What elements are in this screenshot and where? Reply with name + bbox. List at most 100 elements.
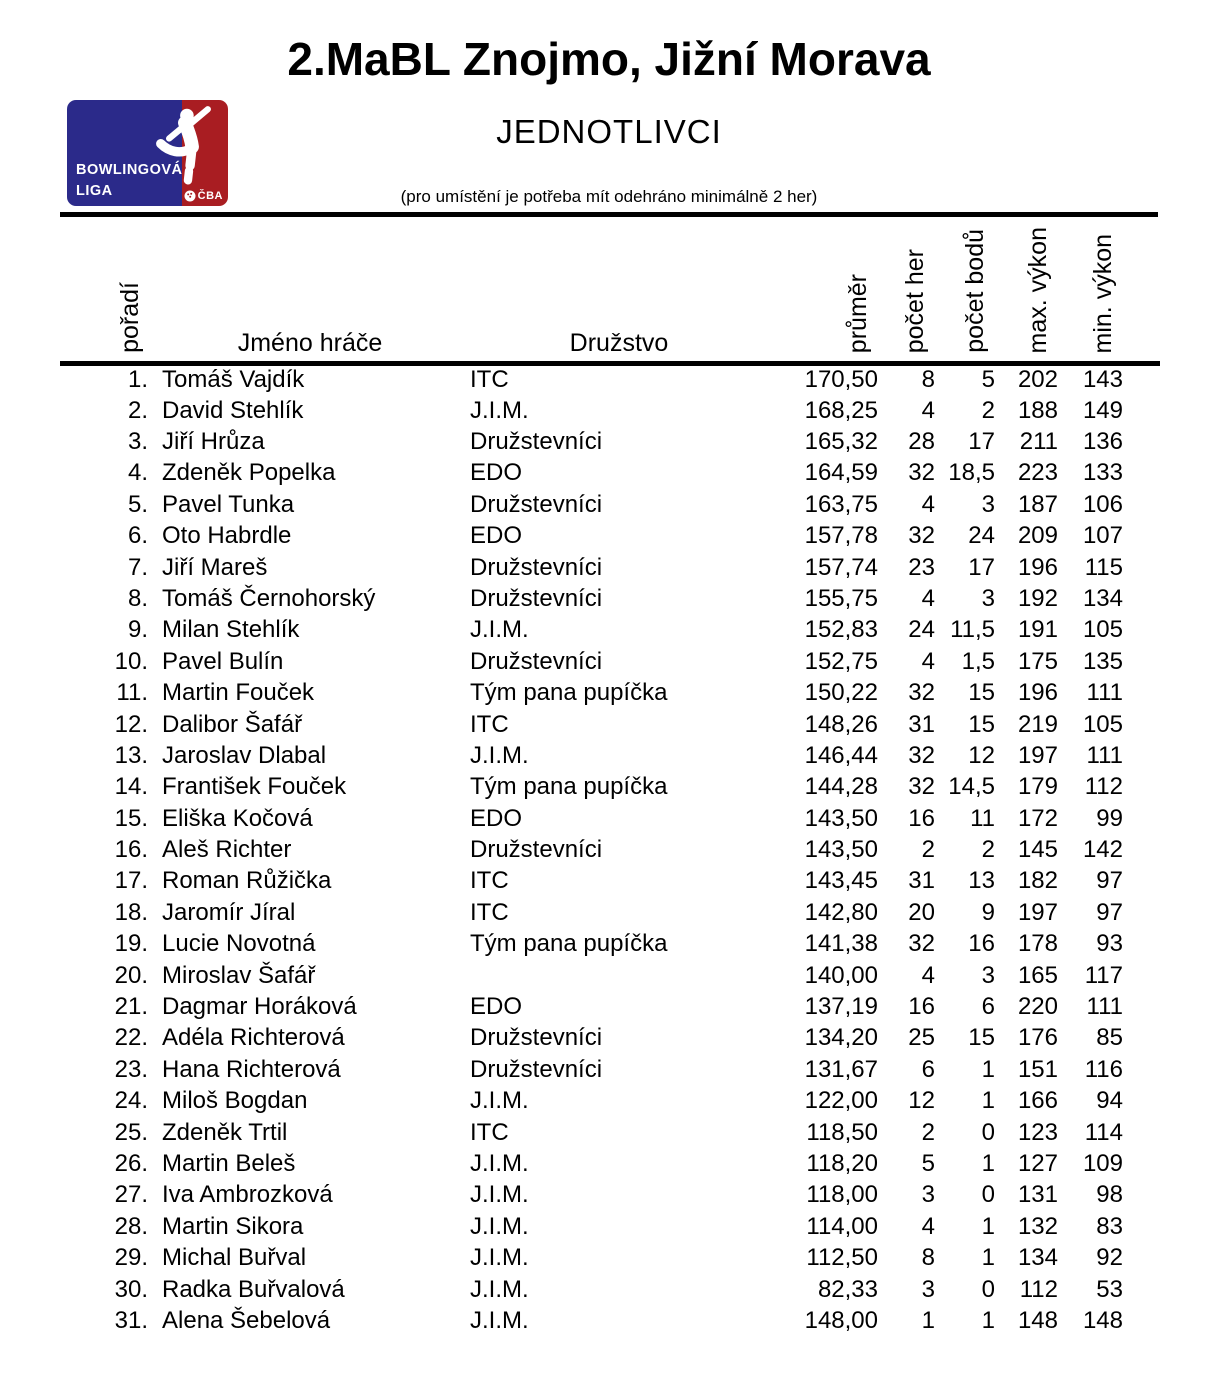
cell-min: 115 [1084, 553, 1123, 581]
cell-name: Alena Šebelová [162, 1306, 331, 1334]
cell-points: 2 [981, 396, 995, 424]
cell-avg: 152,75 [804, 647, 878, 675]
cell-rank: 28. [114, 1212, 148, 1240]
cell-team [470, 960, 768, 991]
cell-spacer [1123, 772, 1160, 803]
cell-rank: 25. [114, 1118, 148, 1146]
col-header-spacer [1123, 226, 1160, 367]
cell-games: 5 [921, 1149, 935, 1177]
cell-spacer [1123, 364, 1160, 395]
cba-badge: ČBA [184, 190, 223, 202]
cell-team: EDO [470, 459, 523, 487]
cell-name: Miroslav Šafář [162, 961, 316, 989]
cell-points: 0 [981, 1275, 995, 1303]
cell-team: ITC [470, 1118, 509, 1146]
cell-games: 4 [921, 961, 935, 989]
cell-games: 12 [908, 1087, 935, 1115]
cell-points: 15 [968, 679, 995, 707]
cell-name: Dagmar Horáková [162, 993, 357, 1021]
cell-min: 133 [1082, 459, 1123, 487]
cell-min: 97 [1096, 867, 1123, 895]
cell-games: 23 [908, 553, 935, 581]
cell-min: 116 [1084, 1055, 1123, 1083]
col-header-max: max. výkon [995, 226, 1058, 367]
cell-games: 28 [908, 428, 935, 455]
cell-games: 4 [921, 1212, 935, 1240]
cell-spacer [1123, 395, 1160, 426]
cell-avg: 164,59 [804, 459, 878, 487]
cell-games: 4 [921, 396, 935, 424]
cell-spacer [1123, 991, 1160, 1022]
cell-max: 182 [1017, 867, 1058, 895]
cell-avg: 118,20 [806, 1149, 878, 1177]
results-table-header: pořadí Jméno hráče Družstvo průměr počet… [60, 226, 1160, 367]
cell-games: 8 [921, 1244, 935, 1272]
cell-spacer [1123, 866, 1160, 897]
cell-spacer [1123, 709, 1160, 740]
cell-avg: 157,78 [804, 522, 878, 550]
cell-min: 149 [1082, 396, 1123, 424]
cell-team: J.I.M. [470, 1275, 529, 1303]
cell-avg: 122,00 [804, 1087, 878, 1115]
cell-name: Oto Habrdle [162, 522, 292, 550]
cell-spacer [1123, 520, 1160, 551]
cell-spacer [1123, 1023, 1160, 1054]
cell-points: 2 [981, 836, 995, 864]
cell-name: Jaroslav Dlabal [162, 741, 327, 769]
logo-text-line1: BOWLINGOVÁ [76, 162, 183, 178]
cell-team: J.I.M. [470, 1244, 529, 1272]
cell-spacer [1123, 646, 1160, 677]
logo-text-line2: LIGA [76, 183, 113, 199]
cell-team: Tým pana pupíčka [470, 930, 668, 958]
cell-spacer [1123, 677, 1160, 708]
cell-spacer [1123, 489, 1160, 520]
cell-min: 105 [1082, 710, 1123, 738]
cell-spacer [1123, 1305, 1160, 1336]
cell-spacer [1123, 615, 1160, 646]
cell-avg: 134,20 [804, 1024, 878, 1052]
cell-max: 187 [1017, 490, 1058, 518]
page-title: 2.MaBL Znojmo, Jižní Morava [287, 33, 931, 85]
table-row: 27. Iva Ambrozková J.I.M. 118,00 3 0 131 98 [60, 1180, 1160, 1211]
cell-rank: 21. [114, 993, 148, 1021]
cell-max: 191 [1017, 616, 1058, 644]
cell-max: 202 [1017, 366, 1058, 394]
cell-games: 2 [921, 836, 935, 864]
cell-max: 188 [1017, 396, 1058, 424]
cell-max: 197 [1017, 898, 1058, 926]
cell-points: 1,5 [961, 647, 995, 675]
cell-rank: 2. [127, 396, 148, 424]
cell-games: 1 [921, 1306, 935, 1334]
cell-team: ITC [470, 710, 509, 738]
cell-max: 166 [1017, 1087, 1058, 1115]
cell-team: J.I.M. [470, 1306, 529, 1334]
table-row: 25. Zdeněk Trtil ITC 118,50 2 0 123 114 [60, 1117, 1160, 1148]
cell-spacer [1123, 426, 1160, 457]
cell-spacer [1123, 803, 1160, 834]
cell-min: 148 [1082, 1306, 1123, 1334]
cell-spacer [1123, 1242, 1160, 1273]
cell-spacer [1123, 929, 1160, 960]
cell-points: 1 [981, 1244, 995, 1272]
table-row: 13. Jaroslav Dlabal J.I.M. 146,44 32 12 197 111 [60, 740, 1160, 771]
table-row: 14. František Fouček Tým pana pupíčka 144,2… [60, 772, 1160, 803]
table-row: 22. Adéla Richterová Družstevníci 134,20 25 1… [60, 1023, 1160, 1054]
cell-spacer [1123, 1117, 1160, 1148]
cell-rank: 26. [114, 1149, 148, 1177]
cell-team: J.I.M. [470, 1212, 529, 1240]
cell-rank: 31. [114, 1306, 148, 1334]
cell-name: Pavel Bulín [162, 647, 284, 675]
cell-name: František Fouček [162, 773, 347, 801]
table-row: 28. Martin Sikora J.I.M. 114,00 4 1 132 83 [60, 1211, 1160, 1242]
cell-points: 5 [981, 366, 995, 394]
cell-max: 220 [1017, 993, 1058, 1021]
cell-max: 127 [1017, 1149, 1058, 1177]
cell-spacer [1123, 458, 1160, 489]
cell-name: Michal Buřval [162, 1244, 307, 1272]
cell-avg: 168,25 [804, 396, 878, 424]
cell-max: 112 [1019, 1275, 1058, 1303]
cell-name: Jiří Hrůza [162, 428, 265, 455]
cell-games: 24 [908, 616, 935, 644]
cell-games: 16 [908, 804, 935, 832]
league-logo: BOWLINGOVÁ LIGA ČBA [67, 100, 228, 206]
